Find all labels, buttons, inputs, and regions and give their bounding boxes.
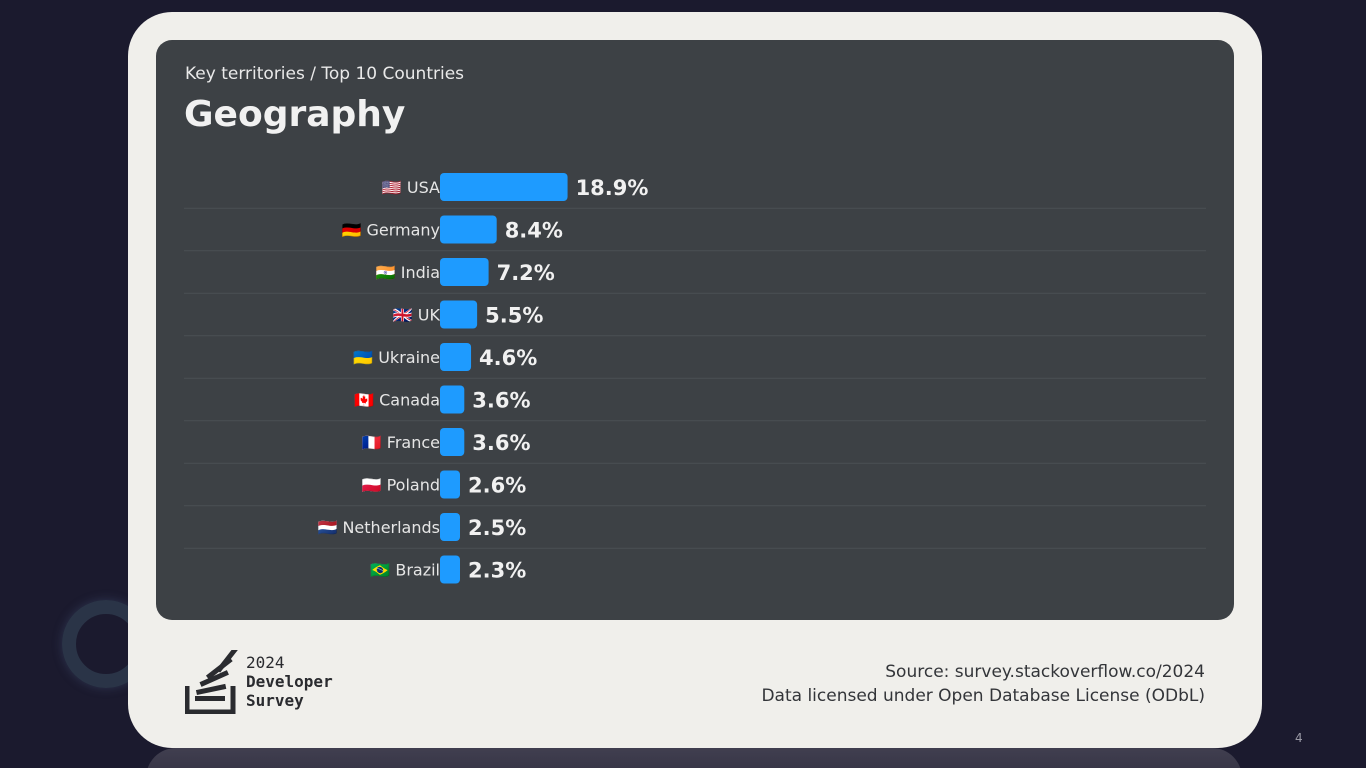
country-label: 🇺🇸 USA — [382, 178, 440, 197]
country-bar-chart: 🇺🇸 USA 18.9% 🇩🇪 Germany 8.4% 🇮🇳 India 7.2% 🇬🇧 … — [184, 173, 1206, 584]
value-label: 5.5% — [485, 304, 543, 328]
country-bar — [440, 385, 465, 414]
value-label: 2.5% — [468, 516, 526, 540]
slide-card: Key territories / Top 10 Countries Geogr… — [128, 12, 1262, 748]
country-label: 🇬🇧 UK — [393, 306, 441, 325]
slide-kicker: Key territories / Top 10 Countries — [185, 64, 465, 84]
license-line: Data licensed under Open Database Licens… — [761, 686, 1205, 706]
source-block: Source: survey.stackoverflow.co/2024 Dat… — [761, 660, 1205, 708]
value-label: 3.6% — [472, 431, 530, 455]
country-label: 🇵🇱 Poland — [362, 476, 440, 495]
country-bar — [440, 258, 489, 286]
value-label: 8.4% — [505, 219, 563, 243]
source-line: Source: survey.stackoverflow.co/2024 — [885, 662, 1205, 682]
country-label: 🇮🇳 India — [376, 263, 440, 282]
value-label: 3.6% — [472, 389, 530, 413]
country-bar — [440, 300, 478, 329]
country-label: 🇺🇦 Ukraine — [353, 348, 440, 367]
value-label: 2.3% — [468, 559, 526, 583]
country-label: 🇩🇪 Germany — [341, 221, 440, 240]
brand-year: 2024 — [246, 653, 285, 672]
country-bar — [440, 215, 497, 244]
country-bar — [440, 343, 472, 371]
country-label: 🇧🇷 Brazil — [370, 561, 440, 580]
country-label: 🇳🇱 Netherlands — [317, 518, 440, 537]
value-label: 7.2% — [497, 261, 555, 285]
value-label: 4.6% — [479, 346, 537, 370]
country-bar — [440, 555, 460, 584]
country-bar — [440, 428, 465, 456]
country-bar — [440, 470, 460, 499]
country-label: 🇫🇷 France — [362, 433, 440, 452]
stack-overflow-logo-icon — [185, 650, 239, 714]
brand-name: Developer Survey — [246, 672, 333, 710]
country-bar — [440, 173, 568, 201]
slide-title: Geography — [184, 94, 406, 135]
chart-panel: Key territories / Top 10 Countries Geogr… — [156, 40, 1234, 620]
country-label: 🇨🇦 Canada — [354, 391, 440, 410]
value-label: 2.6% — [468, 474, 526, 498]
page-number: 4 — [1295, 731, 1303, 745]
country-bar — [440, 513, 460, 541]
next-slide-peek — [146, 748, 1242, 768]
value-label: 18.9% — [576, 176, 649, 200]
